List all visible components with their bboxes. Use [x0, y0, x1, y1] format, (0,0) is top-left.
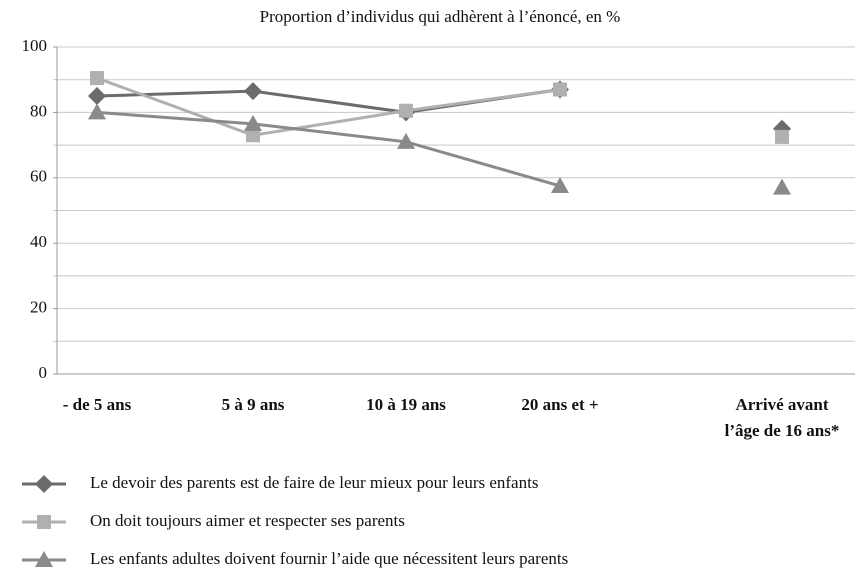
legend-label: On doit toujours aimer et respecter ses …	[90, 511, 405, 530]
marker	[773, 178, 791, 195]
marker	[244, 114, 262, 131]
marker	[397, 132, 415, 149]
y-tick-label: 60	[30, 167, 47, 186]
marker	[553, 82, 567, 97]
marker	[88, 103, 106, 120]
x-tick-label: 10 à 19 ans	[366, 395, 446, 414]
legend-label: Le devoir des parents est de faire de le…	[90, 473, 538, 492]
x-tick-label: 20 ans et +	[521, 395, 598, 414]
marker	[88, 87, 106, 106]
chart-title: Proportion d’individus qui adhèrent à l’…	[260, 7, 621, 26]
marker	[399, 103, 413, 118]
marker	[246, 128, 260, 143]
y-tick-label: 80	[30, 101, 47, 120]
x-tick-label: Arrivé avant l’âge de 16 ans*	[725, 395, 840, 440]
series-line	[97, 78, 782, 137]
y-tick-label: 40	[30, 232, 47, 251]
legend-label: Les enfants adultes doivent fournir l’ai…	[90, 549, 568, 568]
series-line	[97, 90, 782, 129]
marker	[244, 82, 262, 101]
y-tick-label: 20	[30, 298, 47, 317]
marker	[35, 475, 53, 493]
marker	[90, 71, 104, 86]
marker	[551, 176, 569, 193]
marker	[775, 129, 789, 144]
x-tick-label: 5 à 9 ans	[222, 395, 285, 414]
y-tick-label: 100	[22, 36, 48, 55]
marker	[37, 515, 51, 529]
y-tick-label: 0	[39, 363, 48, 382]
series-line	[97, 112, 782, 187]
x-tick-label: - de 5 ans	[63, 395, 132, 414]
marker	[35, 551, 53, 567]
